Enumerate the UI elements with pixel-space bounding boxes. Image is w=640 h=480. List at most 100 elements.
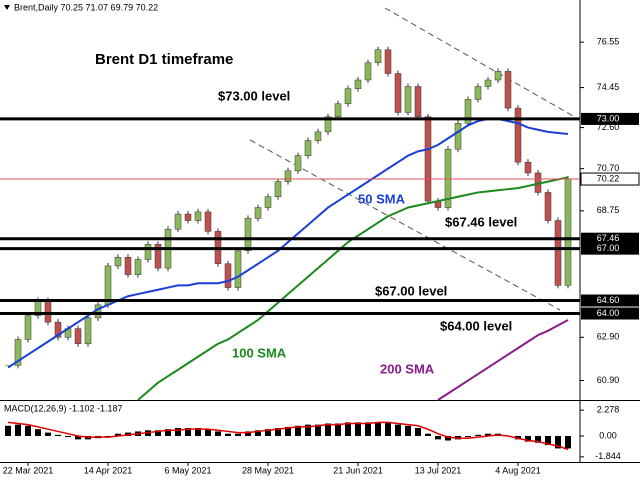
macd-bar	[535, 435, 541, 443]
candle	[234, 250, 242, 288]
candle	[394, 73, 402, 113]
candle	[354, 79, 362, 89]
candle	[484, 79, 492, 87]
x-tick-label: 4 Aug 2021	[495, 465, 541, 475]
macd-bar	[345, 422, 351, 436]
macd-bar	[235, 433, 241, 436]
level-annotation: $67.46 level	[445, 214, 517, 229]
macd-bar	[255, 430, 261, 436]
macd-bar	[155, 430, 161, 436]
macd-bar	[55, 434, 61, 436]
x-tick-label: 14 Apr 2021	[84, 465, 133, 475]
candle	[254, 207, 262, 219]
candle	[494, 71, 502, 81]
candle	[284, 170, 292, 182]
macd-bar	[445, 435, 451, 441]
x-tick-label: 28 May 2021	[242, 465, 294, 475]
macd-bar	[475, 434, 481, 436]
x-tick-label: 13 Jul 2021	[415, 465, 462, 475]
candle	[5, 364, 11, 366]
macd-bar	[5, 425, 11, 436]
y-tick-label: 68.75	[597, 205, 620, 215]
chart-title: Brent D1 timeframe	[95, 51, 233, 68]
candle	[464, 99, 472, 124]
chart-header: Brent,Daily 70.25 71.07 69.79 70.22	[14, 2, 158, 12]
macd-bar	[105, 435, 111, 437]
trendline	[249, 139, 561, 311]
x-tick-label: 21 Jun 2021	[333, 465, 383, 475]
current-price-box	[580, 172, 640, 186]
candle	[564, 178, 572, 286]
macd-bar	[115, 433, 121, 436]
macd-bar	[45, 432, 51, 436]
y-tick-label: 62.90	[597, 332, 620, 342]
macd-bar	[565, 435, 571, 449]
macd-bar	[205, 429, 211, 436]
level-box	[581, 242, 639, 255]
candle	[384, 49, 392, 74]
candle	[194, 211, 202, 221]
macd-bar	[175, 428, 181, 436]
candle	[54, 321, 62, 338]
y-tick-label: 74.45	[597, 82, 620, 92]
candle	[184, 213, 192, 221]
candle	[104, 265, 112, 306]
candle	[474, 86, 482, 100]
level-annotation: $73.00 level	[218, 88, 290, 103]
candle	[344, 88, 352, 105]
candle	[514, 107, 522, 163]
macd-bar	[415, 428, 421, 436]
candle	[504, 71, 512, 109]
macd-bar	[295, 425, 301, 436]
candle	[154, 244, 162, 269]
y-tick-label: 60.90	[597, 375, 620, 385]
candle	[364, 62, 372, 81]
macd-bar	[365, 422, 371, 436]
macd-signal	[7, 421, 569, 451]
y-tick-label: 72.60	[597, 122, 620, 132]
candle	[24, 315, 32, 340]
macd-bar	[325, 423, 331, 436]
candle	[374, 49, 382, 63]
header-icon	[4, 5, 10, 10]
macd-bar	[545, 435, 551, 446]
macd-bar	[465, 435, 471, 438]
candle	[274, 181, 282, 198]
sma-label: 200 SMA	[380, 361, 435, 376]
level-annotation: $67.00 level	[375, 283, 447, 298]
macd-bar	[35, 429, 41, 436]
candle	[314, 131, 322, 141]
candle	[204, 211, 212, 232]
macd-bar	[425, 433, 431, 436]
level-value: 67.00	[597, 243, 620, 253]
macd-bar	[395, 424, 401, 436]
level-value: 73.00	[597, 113, 620, 123]
macd-bar	[385, 422, 391, 436]
macd-bar	[75, 435, 81, 440]
macd-tick-label: 0.00	[599, 430, 617, 440]
candle	[404, 86, 412, 113]
candle	[304, 140, 312, 156]
macd-bar	[245, 431, 251, 436]
macd-bar	[485, 433, 491, 436]
candle	[424, 116, 432, 202]
candle	[224, 263, 232, 288]
macd-bar	[285, 426, 291, 436]
macd-bar	[405, 425, 411, 436]
macd-bar	[315, 424, 321, 436]
candle	[44, 300, 52, 323]
macd-bar	[275, 428, 281, 436]
candle	[444, 148, 452, 208]
candle	[14, 339, 22, 366]
sma-label: 100 SMA	[232, 345, 287, 360]
macd-bar	[435, 435, 441, 440]
macd-bar	[555, 435, 561, 449]
macd-bar	[185, 428, 191, 436]
macd-bar	[375, 422, 381, 436]
x-tick-label: 22 Mar 2021	[3, 465, 54, 475]
candle	[264, 196, 272, 208]
x-tick-label: 6 May 2021	[164, 465, 211, 475]
level-value: 64.60	[597, 295, 620, 305]
candle	[144, 244, 152, 260]
